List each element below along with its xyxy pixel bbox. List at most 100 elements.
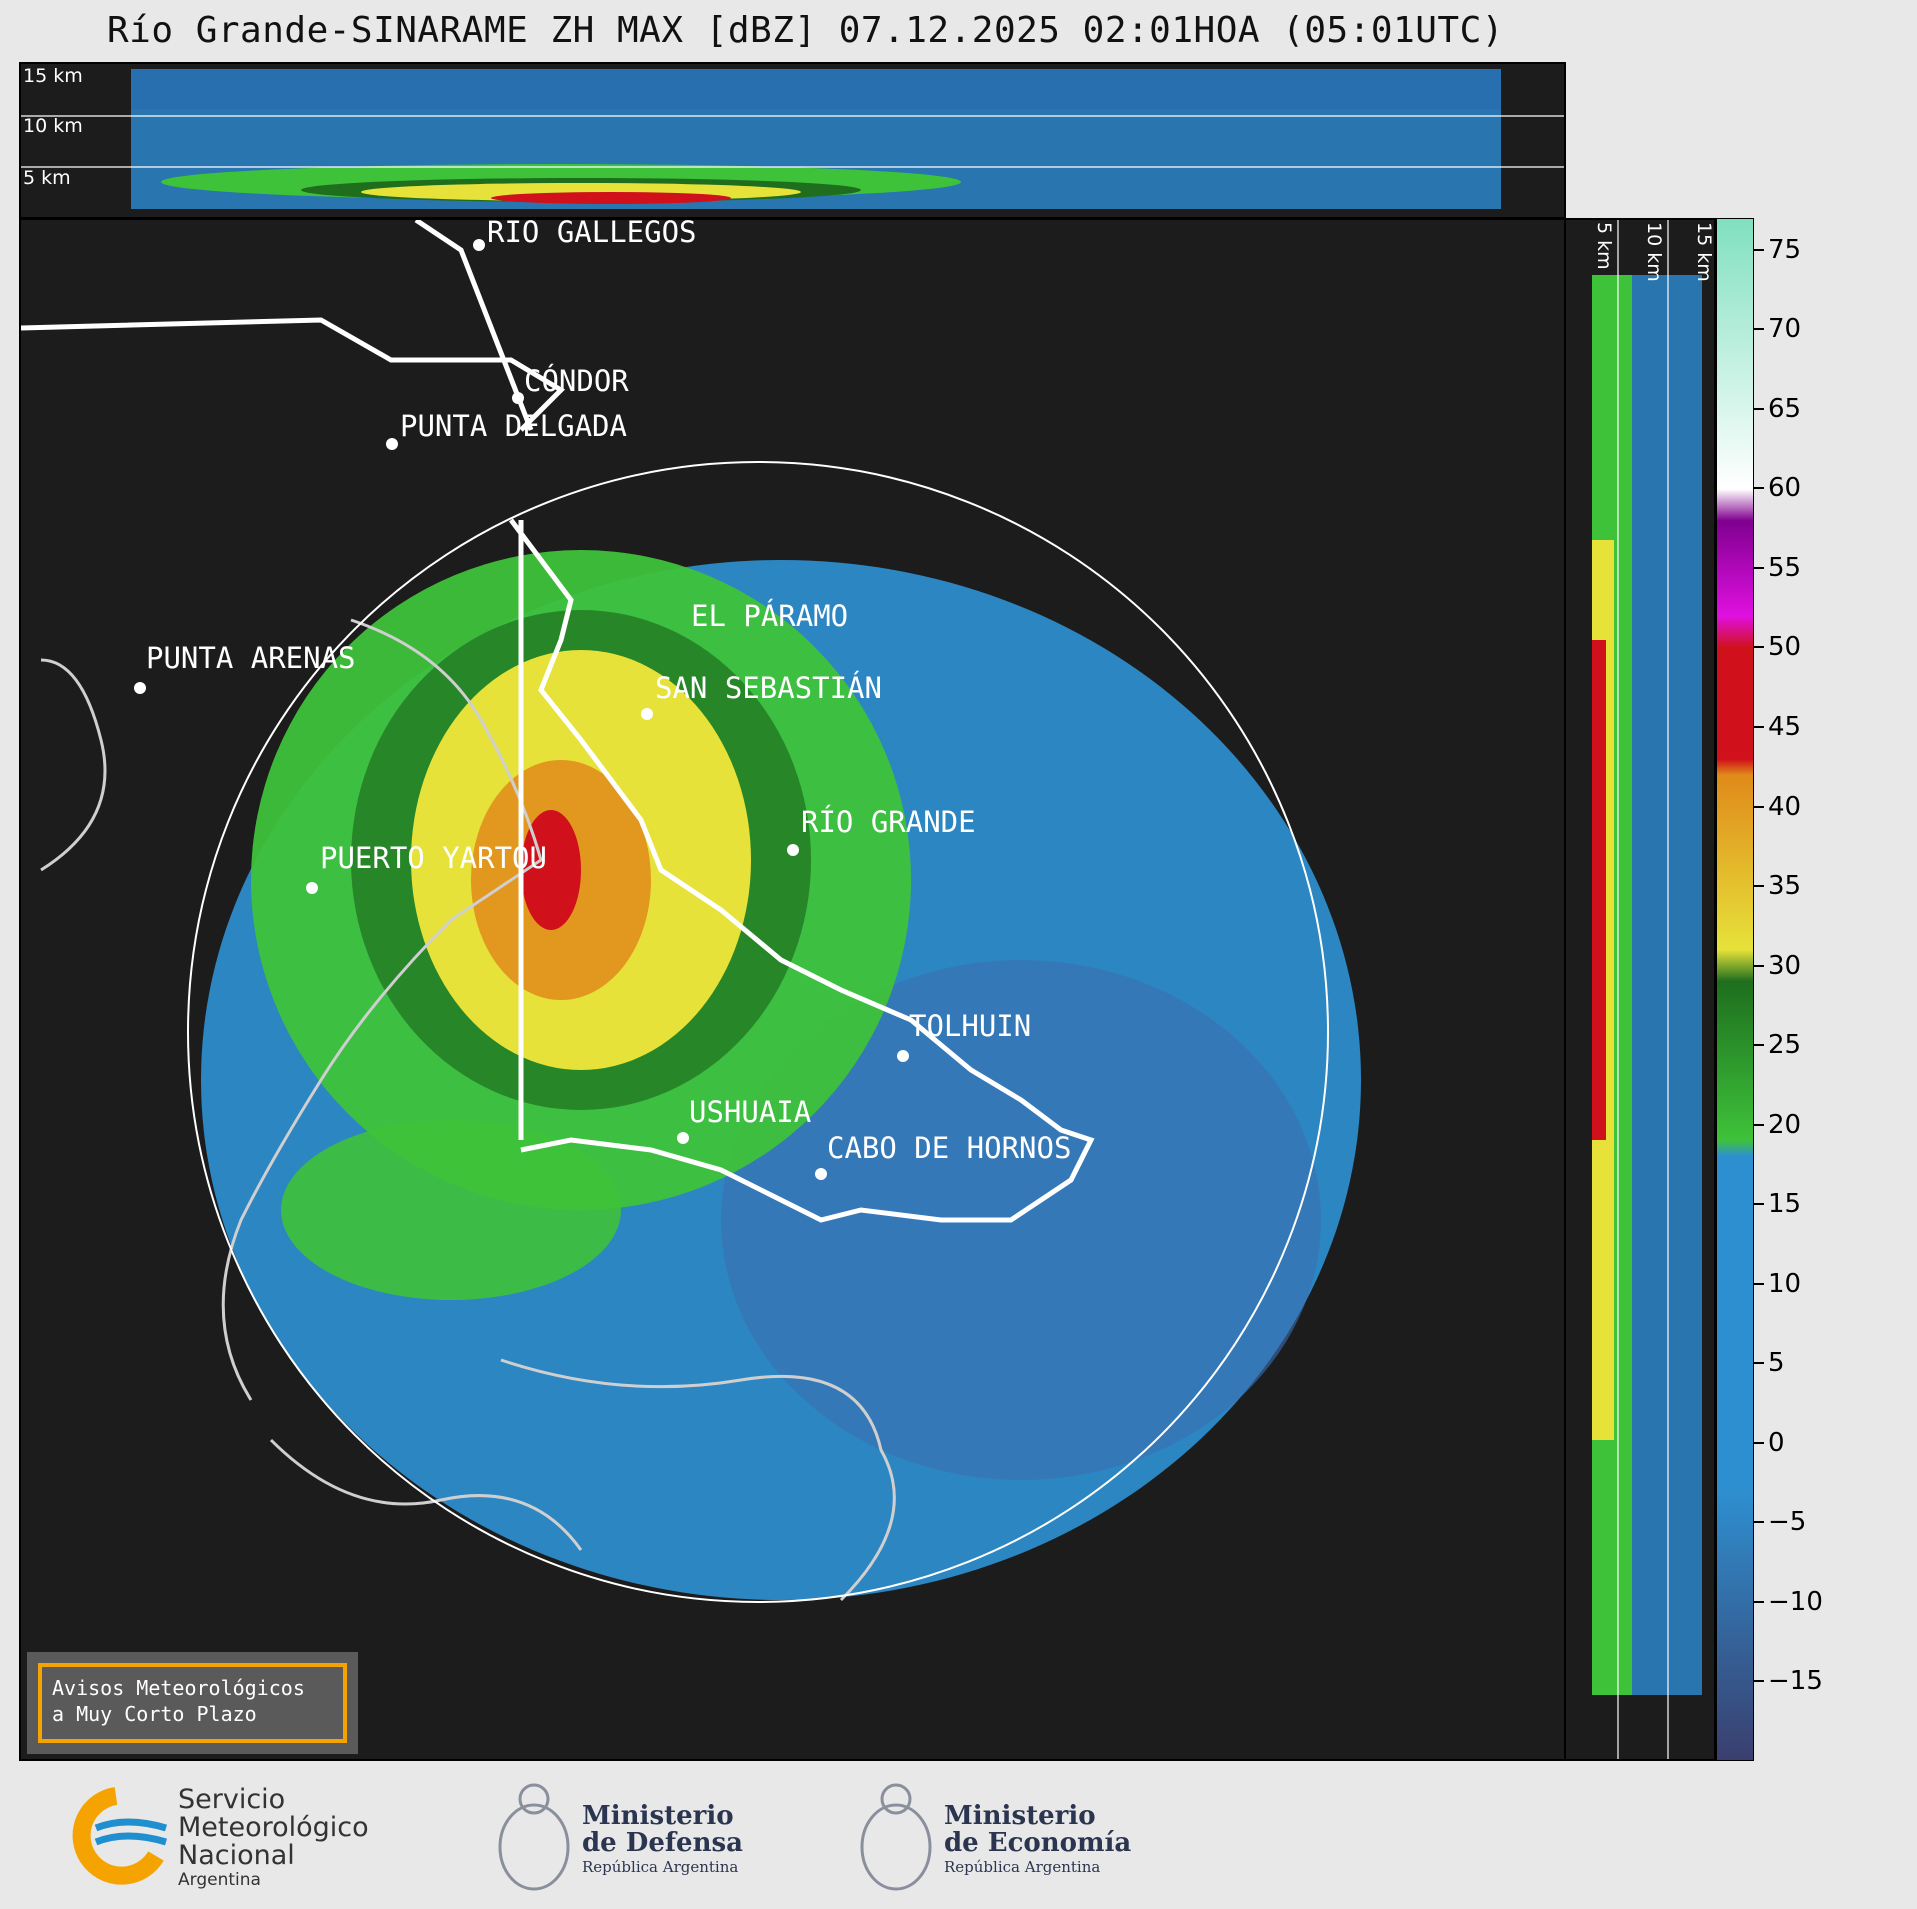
colorbar-tick-mark xyxy=(1754,1521,1764,1524)
city-label-puerto-yartou: PUERTO YARTOU xyxy=(320,841,547,875)
city-dot-cabo-de-hornos xyxy=(815,1168,827,1180)
colorbar-tick-mark xyxy=(1754,1362,1764,1365)
top-alt-label-10: 10 km xyxy=(23,115,83,137)
colorbar xyxy=(1716,218,1754,1761)
economia-line-1: Ministerio xyxy=(944,1801,1096,1831)
economia-seal-sun xyxy=(880,1783,912,1815)
city-label-ushuaia: USHUAIA xyxy=(689,1095,811,1129)
colorbar-tick-label: −5 xyxy=(1768,1507,1807,1538)
colorbar-tick-mark xyxy=(1754,1600,1764,1603)
smn-logo-wave-1 xyxy=(94,1818,168,1832)
city-dot-rio-gallegos xyxy=(473,239,485,251)
economia-seal-oval xyxy=(860,1803,932,1891)
colorbar-tick-mark xyxy=(1754,487,1764,490)
smn-line-2: Meteorológico xyxy=(178,1812,369,1843)
side-cross-section-panel: 5 km 10 km 15 km xyxy=(1564,218,1716,1761)
defensa-seal-oval xyxy=(498,1803,570,1891)
colorbar-tick-mark xyxy=(1754,646,1764,649)
alert-line-2: a Muy Corto Plazo xyxy=(52,1702,257,1726)
colorbar-tick-label: 50 xyxy=(1768,632,1802,663)
colorbar-tick-label: 75 xyxy=(1768,234,1802,265)
colorbar-tick-mark xyxy=(1754,248,1764,251)
city-dot-punta-arenas xyxy=(134,682,146,694)
defensa-line-2: de Defensa xyxy=(582,1828,743,1858)
city-dot-ushuaia xyxy=(677,1132,689,1144)
colorbar-tick-label: 10 xyxy=(1768,1268,1802,1299)
border-north xyxy=(21,317,566,432)
echo-dim-area xyxy=(721,960,1321,1480)
economia-logo-text: Ministerio de Economía República Argenti… xyxy=(944,1803,1131,1877)
colorbar-tick-mark xyxy=(1754,1680,1764,1683)
colorbar-tick-label: 45 xyxy=(1768,712,1802,743)
city-label-cabo-de-hornos: CABO DE HORNOS xyxy=(827,1131,1071,1165)
smn-logo-wave-2 xyxy=(94,1832,168,1846)
colorbar-tick-mark xyxy=(1754,566,1764,569)
borders xyxy=(21,220,1095,1223)
city-label-punta-delgada: PUNTA DELGADA xyxy=(400,409,627,443)
city-label-rio-grande: RÍO GRANDE xyxy=(801,805,976,839)
chart-title: Río Grande-SINARAME ZH MAX [dBZ] 07.12.2… xyxy=(107,10,1504,51)
colorbar-tick-mark xyxy=(1754,1441,1764,1444)
defensa-seal xyxy=(495,1775,573,1895)
smn-logo xyxy=(56,1786,171,1886)
side-alt-label-5: 5 km xyxy=(1593,222,1615,270)
coastline-islands xyxy=(269,1438,583,1551)
colorbar-tick-mark xyxy=(1754,805,1764,808)
coastline-far-west xyxy=(40,658,107,872)
defensa-line-1: Ministerio xyxy=(582,1801,734,1831)
city-label-condor: CÓNDOR xyxy=(524,364,629,398)
defensa-seal-icon xyxy=(498,1783,570,1891)
colorbar-tick-mark xyxy=(1754,1123,1764,1126)
smn-logo-text: Servicio Meteorológico Nacional Argentin… xyxy=(178,1784,369,1891)
coastline-south xyxy=(500,1358,896,1602)
economia-line-2: de Economía xyxy=(944,1828,1132,1858)
echo-layer xyxy=(201,550,1361,1600)
colorbar-tick-label: 35 xyxy=(1768,871,1802,902)
colorbar-tick-mark xyxy=(1754,407,1764,410)
alert-box: Avisos Meteorológicos a Muy Corto Plazo xyxy=(27,1652,358,1754)
cities-layer: RÍO GALLEGOS CÓNDOR PUNTA DELGADA EL PÁR… xyxy=(134,220,1071,1180)
top-alt-label-15: 15 km xyxy=(23,65,83,87)
colorbar-tick-label: 60 xyxy=(1768,473,1802,504)
smn-line-3: Nacional xyxy=(178,1840,295,1871)
top-alt-label-5: 5 km xyxy=(23,167,71,189)
economia-seal xyxy=(857,1775,935,1895)
side-alt-label-10: 10 km xyxy=(1643,222,1665,282)
alert-box-inner: Avisos Meteorológicos a Muy Corto Plazo xyxy=(38,1663,347,1743)
colorbar-tick-label: 70 xyxy=(1768,314,1802,345)
echo-green-south xyxy=(281,1120,621,1300)
radar-map-panel: RÍO GALLEGOS CÓNDOR PUNTA DELGADA EL PÁR… xyxy=(19,218,1566,1761)
smn-logo-arc xyxy=(72,1787,164,1885)
colorbar-tick-label: 30 xyxy=(1768,950,1802,981)
top-echo-upper xyxy=(131,69,1501,109)
defensa-line-3: República Argentina xyxy=(582,1858,739,1876)
economia-seal-icon xyxy=(860,1783,932,1891)
top-cross-section: 15 km 10 km 5 km xyxy=(21,65,1564,209)
side-cross-section: 5 km 10 km 15 km xyxy=(1592,220,1715,1759)
city-label-san-sebastian: SAN SEBASTIÁN xyxy=(655,671,882,705)
coastline-west xyxy=(221,618,543,1401)
smn-line-1: Servicio xyxy=(178,1784,286,1815)
city-label-punta-arenas: PUNTA ARENAS xyxy=(146,641,356,675)
colorbar-tick-label: 5 xyxy=(1768,1348,1785,1379)
smn-line-4: Argentina xyxy=(178,1870,261,1890)
city-dot-san-sebastian xyxy=(641,708,653,720)
colorbar-tick-mark xyxy=(1754,885,1764,888)
coast-tierra-del-fuego xyxy=(509,518,1095,1223)
city-label-el-paramo: EL PÁRAMO xyxy=(691,599,848,633)
range-ring xyxy=(187,461,1329,1603)
border-gallegos xyxy=(414,220,534,431)
colorbar-tick-mark xyxy=(1754,1044,1764,1047)
colorbar-tick-label: −15 xyxy=(1768,1666,1823,1697)
city-dot-condor xyxy=(512,392,524,404)
colorbar-tick-label: 40 xyxy=(1768,791,1802,822)
side-alt-label-15: 15 km xyxy=(1693,222,1715,282)
radar-map: RÍO GALLEGOS CÓNDOR PUNTA DELGADA EL PÁR… xyxy=(21,220,1361,1603)
economia-line-3: República Argentina xyxy=(944,1858,1101,1876)
top-echo-red xyxy=(491,192,731,204)
colorbar-tick-label: 0 xyxy=(1768,1427,1785,1458)
colorbar-tick-label: 65 xyxy=(1768,393,1802,424)
city-label-tolhuin: TOLHUIN xyxy=(909,1009,1031,1043)
colorbar-tick-mark xyxy=(1754,1203,1764,1206)
side-echo-red xyxy=(1592,640,1606,1140)
